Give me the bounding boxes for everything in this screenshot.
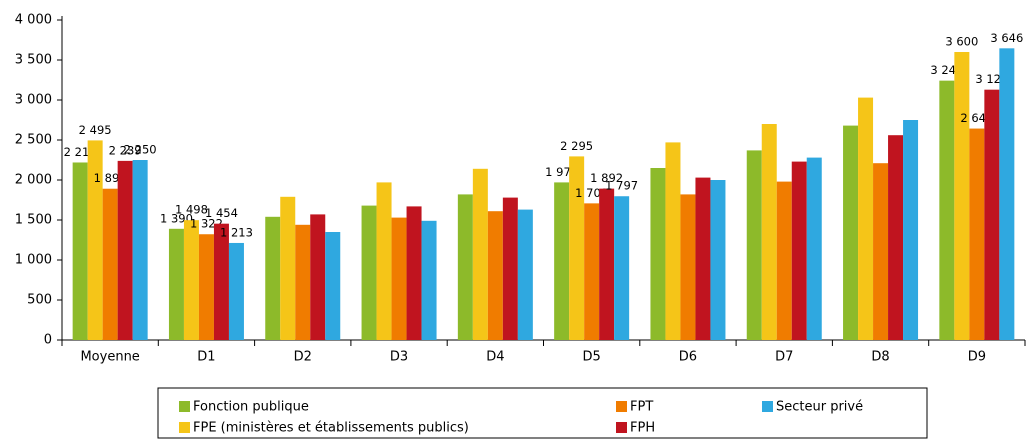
bar bbox=[710, 180, 726, 340]
bar bbox=[665, 142, 681, 340]
y-tick-label: 1 000 bbox=[15, 253, 52, 268]
bar bbox=[183, 220, 199, 340]
bar bbox=[858, 97, 874, 340]
x-tick-label: Moyenne bbox=[80, 350, 139, 365]
bar bbox=[954, 52, 970, 340]
bar bbox=[228, 242, 244, 340]
bar bbox=[502, 197, 518, 340]
legend-box bbox=[157, 387, 928, 439]
data-label: 1 213 bbox=[220, 225, 253, 239]
bar bbox=[806, 157, 822, 340]
data-label: 2 295 bbox=[560, 139, 593, 153]
bar bbox=[680, 194, 696, 340]
bar bbox=[903, 120, 919, 340]
bar bbox=[776, 181, 792, 340]
x-tick-label: D4 bbox=[486, 350, 504, 365]
data-label: 2 239 bbox=[109, 143, 142, 157]
bar bbox=[391, 217, 407, 340]
legend-label: FPH bbox=[630, 421, 655, 436]
x-tick-label: D2 bbox=[294, 350, 312, 365]
legend-label: Secteur privé bbox=[776, 400, 863, 415]
data-label: 3 646 bbox=[990, 31, 1023, 45]
data-label: 1 797 bbox=[605, 179, 638, 193]
bar bbox=[198, 234, 214, 340]
bar bbox=[361, 205, 377, 340]
bar bbox=[584, 203, 600, 340]
bar bbox=[102, 188, 118, 340]
y-tick-label: 4 000 bbox=[15, 13, 52, 28]
data-label: 3 600 bbox=[945, 35, 978, 49]
legend-swatch bbox=[762, 401, 773, 412]
bar bbox=[746, 150, 762, 340]
bar bbox=[376, 182, 392, 340]
legend-swatch bbox=[179, 401, 190, 412]
bar bbox=[569, 156, 585, 340]
bar bbox=[265, 216, 281, 340]
bar bbox=[761, 124, 777, 340]
data-label: 1 498 bbox=[175, 203, 208, 217]
data-label: 1 454 bbox=[205, 206, 238, 220]
x-tick-label: D7 bbox=[775, 350, 793, 365]
x-tick-label: D9 bbox=[968, 350, 986, 365]
bar bbox=[984, 89, 1000, 341]
bar bbox=[421, 220, 437, 340]
bar bbox=[132, 160, 148, 340]
data-label: 1 892 bbox=[590, 171, 623, 185]
y-tick-label: 3 500 bbox=[15, 53, 52, 68]
x-tick-label: D8 bbox=[871, 350, 889, 365]
bar bbox=[843, 125, 859, 340]
y-tick-label: 0 bbox=[44, 333, 52, 348]
data-label: 2 495 bbox=[79, 123, 112, 137]
bar bbox=[939, 80, 955, 340]
legend-label: FPT bbox=[630, 400, 653, 415]
legend-label: FPE (ministères et établissements public… bbox=[193, 421, 469, 436]
y-tick-label: 3 000 bbox=[15, 93, 52, 108]
legend-swatch bbox=[616, 422, 627, 433]
bar bbox=[310, 214, 326, 340]
bar bbox=[969, 128, 985, 340]
y-tick-label: 2 500 bbox=[15, 133, 52, 148]
y-tick-label: 1 500 bbox=[15, 213, 52, 228]
bar bbox=[614, 196, 630, 340]
bar bbox=[117, 160, 133, 340]
legend-swatch bbox=[616, 401, 627, 412]
bar bbox=[406, 206, 422, 340]
bar bbox=[457, 194, 473, 340]
bar bbox=[517, 209, 533, 340]
x-tick-label: D6 bbox=[679, 350, 697, 365]
bar bbox=[168, 228, 184, 340]
bar bbox=[87, 140, 103, 340]
bar bbox=[295, 224, 311, 340]
y-tick-label: 2 000 bbox=[15, 173, 52, 188]
legend-swatch bbox=[179, 422, 190, 433]
x-tick-label: D3 bbox=[390, 350, 408, 365]
bar bbox=[873, 163, 889, 340]
bar bbox=[999, 48, 1015, 340]
x-tick-label: D1 bbox=[197, 350, 215, 365]
bar bbox=[695, 177, 711, 340]
bar bbox=[791, 161, 807, 340]
bar bbox=[599, 188, 615, 340]
bar bbox=[888, 135, 904, 340]
x-tick-label: D5 bbox=[583, 350, 601, 365]
y-tick-label: 500 bbox=[27, 293, 52, 308]
bar bbox=[487, 211, 503, 340]
bar bbox=[554, 182, 570, 340]
bar bbox=[213, 223, 229, 340]
data-label: 2 250 bbox=[124, 143, 157, 157]
bar bbox=[472, 168, 488, 340]
bar bbox=[72, 162, 88, 340]
bar bbox=[280, 196, 296, 340]
legend-label: Fonction publique bbox=[193, 400, 309, 415]
bar bbox=[650, 168, 666, 340]
bar bbox=[325, 232, 341, 340]
